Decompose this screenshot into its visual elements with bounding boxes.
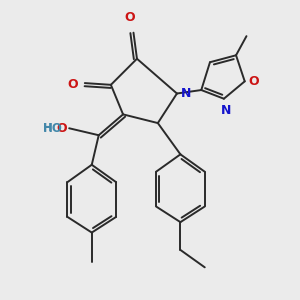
Text: H: H bbox=[43, 123, 52, 133]
Text: N: N bbox=[180, 87, 191, 100]
Text: O: O bbox=[67, 78, 78, 91]
Text: HO: HO bbox=[43, 122, 63, 135]
Text: N: N bbox=[220, 104, 231, 117]
Text: O: O bbox=[248, 75, 259, 88]
Text: O: O bbox=[125, 11, 135, 24]
Text: O: O bbox=[57, 122, 68, 135]
